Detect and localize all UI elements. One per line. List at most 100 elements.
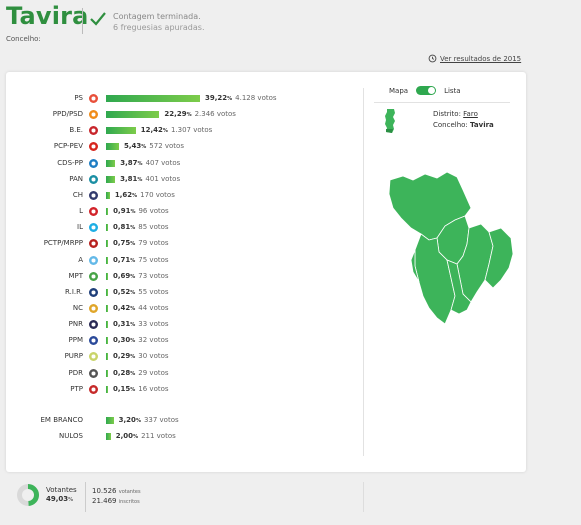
vote-percentage: 3,20 xyxy=(118,416,136,424)
history-link[interactable]: Ver resultados de 2015 xyxy=(428,54,521,63)
toggle-map-label[interactable]: Mapa xyxy=(389,86,409,95)
vote-share-bar xyxy=(106,175,116,183)
percent-sign: % xyxy=(227,96,233,102)
party-row[interactable]: EM BRANCO 3,20% 337 votos xyxy=(0,415,360,427)
party-row[interactable]: PNR 0,31% 33 votos xyxy=(0,319,360,331)
percent-sign: % xyxy=(130,209,136,216)
bottom-separator xyxy=(85,482,86,512)
party-row[interactable]: IL 0,81% 85 votos xyxy=(0,222,360,234)
ch-logo-icon xyxy=(89,190,98,200)
turnout-donut xyxy=(17,484,39,506)
vote-share-bar xyxy=(106,256,108,264)
history-link-label[interactable]: Ver resultados de 2015 xyxy=(440,54,522,63)
vote-percentage: 0,15 xyxy=(113,384,131,393)
parishes-map xyxy=(388,171,514,325)
a-logo-icon xyxy=(89,255,98,265)
checkmark-icon xyxy=(90,12,106,26)
vote-percentage: 0,31 xyxy=(113,320,131,329)
vote-count: 32 votos xyxy=(138,336,169,345)
party-row[interactable]: A 0,71% 75 votos xyxy=(0,255,360,267)
percent-sign: % xyxy=(130,241,136,248)
vote-share-bar xyxy=(106,95,200,102)
card-divider xyxy=(363,88,364,456)
party-name: PPM xyxy=(68,336,83,345)
party-name: L xyxy=(79,207,83,216)
vote-percentage: 0,52 xyxy=(113,287,131,296)
party-row[interactable]: B.E. 12,42% 1.307 votos xyxy=(0,125,360,137)
pctp-mrpp-logo-icon xyxy=(89,239,98,249)
party-row[interactable]: R.I.R. 0,52% 55 votos xyxy=(0,287,360,299)
vote-share-bar xyxy=(106,337,108,345)
party-row[interactable]: CDS-PP 3,87% 407 votos xyxy=(0,158,360,170)
vote-share-bar xyxy=(106,369,108,377)
party-row[interactable]: NC 0,42% 44 votos xyxy=(0,303,360,315)
pdr-logo-icon xyxy=(89,368,98,378)
percent-sign: % xyxy=(130,305,136,312)
vote-count: 16 votos xyxy=(138,384,169,393)
party-name: PNR xyxy=(68,320,83,329)
vote-count: 75 votos xyxy=(138,255,169,264)
vote-share-bar xyxy=(106,433,111,440)
party-name: PCP-PEV xyxy=(53,142,83,151)
parish-region[interactable] xyxy=(484,227,514,289)
vote-count: 337 votos xyxy=(143,416,179,424)
party-row[interactable]: PS 39,22% 4.128 votos xyxy=(0,93,360,105)
vote-percentage: 39,22 xyxy=(205,94,228,102)
party-row[interactable]: NULOS 2,00% 211 votos xyxy=(0,431,360,443)
party-row[interactable]: MPT 0,69% 73 votos xyxy=(0,271,360,283)
party-row[interactable]: PURP 0,29% 30 votos xyxy=(0,351,360,363)
party-row[interactable]: PDR 0,28% 29 votos xyxy=(0,368,360,380)
toggle-list-label[interactable]: Lista xyxy=(444,86,461,95)
vote-count: 33 votos xyxy=(138,320,169,329)
parish-region[interactable] xyxy=(446,259,472,315)
party-row[interactable]: PCP-PEV 5,43% 572 votos xyxy=(0,141,360,153)
party-row[interactable]: PTP 0,15% 16 votos xyxy=(0,384,360,396)
vote-count: 55 votos xyxy=(138,287,169,296)
percent-sign: % xyxy=(141,144,147,151)
vote-share-bar xyxy=(106,288,108,296)
party-row[interactable]: PPD/PSD 22,29% 2.346 votos xyxy=(0,109,360,121)
party-stat: 0,91% 96 votos xyxy=(113,207,169,215)
party-row[interactable]: PPM 0,30% 32 votos xyxy=(0,335,360,347)
party-name: EM BRANCO xyxy=(40,416,84,424)
voters-count: 10.526 votantes xyxy=(92,487,141,495)
party-stat: 5,43% 572 votos xyxy=(124,142,184,150)
portugal-map-icon xyxy=(385,109,395,133)
municipality-name: Tavira xyxy=(470,121,494,129)
vote-share-bar xyxy=(106,208,109,216)
party-stat: 0,31% 33 votos xyxy=(113,320,169,328)
vote-count: 29 votos xyxy=(138,368,169,377)
vote-percentage: 5,43 xyxy=(124,142,142,151)
mpt-logo-icon xyxy=(89,271,98,281)
percent-sign: % xyxy=(130,225,136,232)
vote-percentage: 0,42 xyxy=(113,303,131,312)
vote-percentage: 2,00 xyxy=(115,432,134,440)
vote-share-bar xyxy=(106,240,108,248)
vote-share-bar xyxy=(106,111,160,119)
vote-count: 73 votos xyxy=(138,271,169,280)
municipality-info: Concelho: Tavira xyxy=(433,121,494,129)
district-link[interactable]: Faro xyxy=(463,110,478,118)
vote-share-bar xyxy=(106,321,108,329)
party-stat: 0,75% 79 votos xyxy=(113,239,169,247)
party-name: PTP xyxy=(70,384,83,393)
party-name: B.E. xyxy=(69,126,83,135)
percent-sign: % xyxy=(130,386,136,393)
party-row[interactable]: PAN 3,81% 401 votos xyxy=(0,174,360,186)
parish-region[interactable] xyxy=(410,249,420,283)
party-row[interactable]: CH 1,62% 170 votos xyxy=(0,190,360,202)
vote-share-bar xyxy=(106,417,114,424)
vote-share-bar xyxy=(106,272,108,280)
party-name: PCTP/MRPP xyxy=(43,239,83,248)
party-name: MPT xyxy=(68,271,83,280)
pan-logo-icon xyxy=(89,174,98,184)
party-row[interactable]: PCTP/MRPP 0,75% 79 votos xyxy=(0,238,360,250)
vote-count: 96 votos xyxy=(138,207,169,216)
party-stat: 1,62% 170 votos xyxy=(115,191,175,199)
vote-count: 79 votos xyxy=(138,239,169,248)
party-row[interactable]: L 0,91% 96 votos xyxy=(0,206,360,218)
ptp-logo-icon xyxy=(89,384,98,394)
district-info: Distrito: Faro xyxy=(433,110,478,118)
map-list-switch[interactable] xyxy=(416,86,437,95)
party-stat: 22,29% 2.346 votos xyxy=(164,110,236,118)
